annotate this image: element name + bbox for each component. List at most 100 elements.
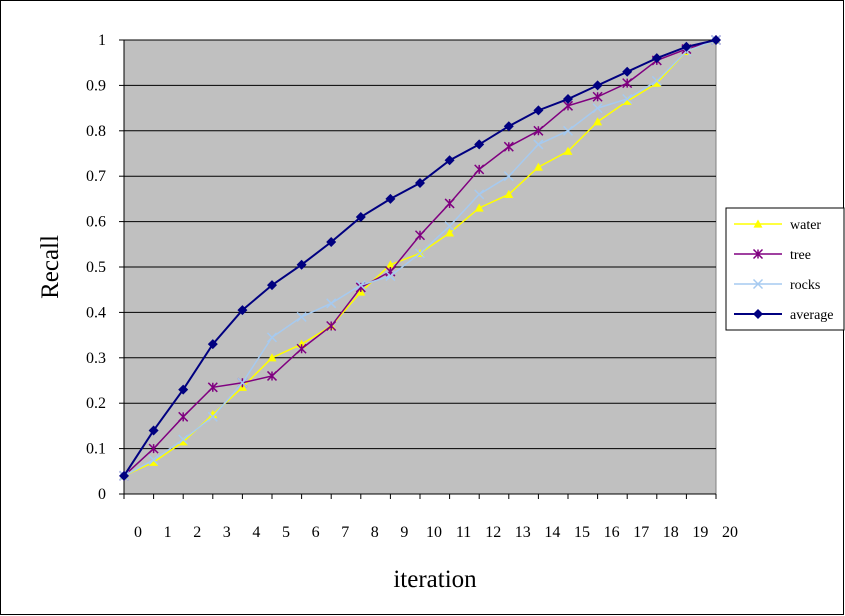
data-point-rocks: [237, 377, 248, 388]
data-point-rocks: [503, 171, 514, 182]
data-point-rocks: [266, 332, 278, 343]
data-point-average: [592, 80, 603, 91]
data-point-rocks: [148, 454, 159, 465]
data-point-water: [445, 228, 455, 237]
x-tick-label: 0: [134, 524, 142, 541]
legend-label: water: [790, 218, 821, 233]
data-point-average: [355, 212, 366, 223]
x-tick-label: 7: [341, 524, 349, 541]
x-tick-label: 4: [252, 524, 260, 541]
x-tick-label: 19: [692, 524, 708, 541]
data-point-rocks: [207, 411, 218, 422]
data-point-tree: [207, 382, 218, 393]
x-tick-label: 9: [400, 524, 408, 541]
data-point-tree: [148, 443, 159, 454]
y-tick-label: 0.7: [86, 168, 106, 185]
data-point-average: [296, 259, 307, 270]
x-tick-label: 5: [282, 524, 290, 541]
data-point-average: [267, 280, 277, 291]
data-point-average: [474, 139, 485, 150]
data-point-water: [149, 457, 159, 466]
legend-box: [725, 207, 845, 331]
legend-item-average: average: [734, 308, 834, 323]
data-point-tree: [503, 141, 514, 152]
x-axis-title: iteration: [393, 566, 477, 593]
data-point-rocks: [533, 139, 544, 150]
x-axis-ticks: 0 1 2 3 4 5 6 7 8 9 10 11 12 13 14 15 16 17 18 19 20: [123, 493, 738, 541]
y-tick-label: 0: [98, 486, 106, 503]
x-tick-label: 18: [663, 524, 679, 541]
y-tick-label: 0.4: [86, 304, 106, 321]
data-point-rocks: [296, 311, 307, 322]
data-point-tree: [474, 164, 485, 175]
data-point-average: [178, 384, 189, 395]
data-point-tree: [296, 343, 307, 354]
data-point-tree: [533, 125, 544, 136]
data-point-tree: [414, 230, 426, 241]
legend-marker: [753, 219, 763, 228]
x-tick-label: 14: [544, 524, 560, 541]
data-point-average: [119, 470, 129, 481]
data-point-rocks: [651, 75, 662, 86]
legend-marker: [752, 278, 764, 290]
x-tick-label: 3: [223, 524, 231, 541]
data-point-average: [237, 305, 248, 316]
data-point-tree: [266, 370, 278, 381]
y-axis-title: Recall: [37, 235, 64, 299]
data-point-average: [711, 35, 721, 45]
gridlines: [124, 39, 716, 495]
y-tick-label: 0.6: [86, 214, 106, 231]
y-tick-label: 0.3: [86, 350, 106, 367]
data-point-average: [563, 94, 573, 105]
y-tick-label: 0.2: [86, 395, 106, 412]
data-point-water: [563, 146, 573, 155]
x-tick-label: 11: [456, 524, 471, 541]
data-point-rocks: [592, 103, 603, 114]
data-point-water: [267, 353, 277, 362]
x-tick-label: 1: [164, 524, 172, 541]
x-tick-label: 8: [371, 524, 379, 541]
x-tick-label: 17: [633, 524, 649, 541]
data-point-tree: [622, 78, 633, 89]
data-point-rocks: [178, 434, 189, 445]
legend-item-tree: tree: [734, 248, 811, 263]
legend-item-rocks: rocks: [734, 278, 820, 293]
data-point-rocks: [444, 221, 455, 232]
data-point-tree: [592, 91, 603, 102]
x-tick-label: 6: [312, 524, 320, 541]
data-point-rocks: [622, 93, 633, 105]
data-point-average: [681, 41, 692, 52]
legend-marker: [753, 309, 763, 319]
legend-item-water: water: [734, 218, 821, 233]
data-point-rocks: [385, 271, 396, 282]
data-point-water: [504, 189, 514, 198]
data-point-water: [385, 260, 395, 269]
data-point-average: [207, 339, 218, 350]
x-tick-label: 16: [604, 524, 620, 541]
data-point-tree: [326, 320, 337, 332]
y-axis-ticks: 0 0.1 0.2 0.3 0.4 0.5 0.6 0.7 0.8 0.9 1: [86, 32, 125, 503]
series-group: [118, 34, 722, 481]
data-point-water: [533, 162, 543, 171]
x-tick-label: 2: [193, 524, 201, 541]
data-point-water: [178, 437, 188, 446]
x-tick-label: 12: [485, 524, 501, 541]
data-point-water: [208, 410, 218, 419]
data-point-average: [622, 66, 633, 77]
data-point-water: [652, 78, 662, 87]
x-tick-label: 20: [722, 524, 738, 541]
data-point-water: [474, 203, 484, 212]
legend: water tree rocks average: [725, 207, 845, 331]
legend-marker: [752, 248, 764, 260]
data-point-average: [651, 53, 662, 64]
data-point-average: [444, 155, 455, 166]
data-point-average: [148, 425, 159, 436]
data-point-average: [326, 237, 337, 248]
data-point-rocks: [326, 298, 337, 309]
data-point-tree: [178, 411, 189, 422]
y-tick-label: 1: [98, 32, 106, 49]
x-tick-label: 13: [515, 524, 531, 541]
series-average: [119, 35, 721, 481]
legend-label: rocks: [790, 278, 820, 293]
